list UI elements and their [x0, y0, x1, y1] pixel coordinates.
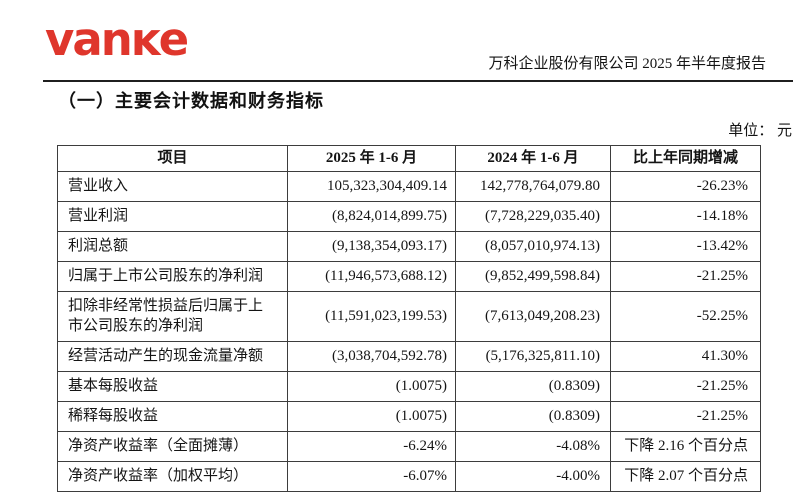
- unit-label: 单位： 元: [728, 123, 792, 139]
- row-value: -21.25%: [610, 261, 761, 292]
- row-value: -26.23%: [610, 171, 761, 202]
- column-header-2024: 2024 年 1-6 月: [455, 145, 611, 172]
- row-label: 归属于上市公司股东的净利润: [57, 261, 288, 292]
- table-row: 归属于上市公司股东的净利润 (11,946,573,688.12) (9,852,4…: [57, 261, 761, 292]
- table-row: 稀释每股收益 (1.0075) (0.8309) -21.25%: [57, 401, 761, 432]
- row-label: 基本每股收益: [57, 371, 288, 402]
- row-value: 41.30%: [610, 341, 761, 372]
- column-header-2025: 2025 年 1-6 月: [287, 145, 456, 172]
- row-value: (3,038,704,592.78): [287, 341, 456, 372]
- section-title: （一）主要会计数据和财务指标: [58, 91, 324, 112]
- row-value: -13.42%: [610, 231, 761, 262]
- row-label: 扣除非经常性损益后归属于上市公司股东的净利润: [57, 291, 288, 342]
- row-value: -4.00%: [455, 461, 611, 492]
- row-label: 净资产收益率（加权平均）: [57, 461, 288, 492]
- row-value: -21.25%: [610, 401, 761, 432]
- row-value: (1.0075): [287, 371, 456, 402]
- row-value: (11,591,023,199.53): [287, 291, 456, 342]
- row-label: 营业利润: [57, 201, 288, 232]
- table-header-row: 项目 2025 年 1-6 月 2024 年 1-6 月 比上年同期增减: [57, 145, 761, 172]
- row-value: -14.18%: [610, 201, 761, 232]
- report-title: 万科企业股份有限公司 2025 年半年度报告: [488, 56, 766, 72]
- row-value: -4.08%: [455, 431, 611, 462]
- row-label: 经营活动产生的现金流量净额: [57, 341, 288, 372]
- table-row: 净资产收益率（加权平均） -6.07% -4.00% 下降 2.07 个百分点: [57, 461, 761, 492]
- row-value: (8,824,014,899.75): [287, 201, 456, 232]
- row-value: (8,057,010,974.13): [455, 231, 611, 262]
- table-row: 营业利润 (8,824,014,899.75) (7,728,229,035.40)…: [57, 201, 761, 232]
- row-label: 营业收入: [57, 171, 288, 202]
- row-value: 下降 2.07 个百分点: [610, 461, 761, 492]
- row-value: -6.24%: [287, 431, 456, 462]
- table-row: 经营活动产生的现金流量净额 (3,038,704,592.78) (5,176,32…: [57, 341, 761, 372]
- row-value: (9,138,354,093.17): [287, 231, 456, 262]
- financial-indicators-table: 项目 2025 年 1-6 月 2024 年 1-6 月 比上年同期增减 营业收…: [57, 145, 761, 492]
- row-value: (5,176,325,811.10): [455, 341, 611, 372]
- row-value: -6.07%: [287, 461, 456, 492]
- table-row: 基本每股收益 (1.0075) (0.8309) -21.25%: [57, 371, 761, 402]
- table-body: 营业收入 105,323,304,409.14 142,778,764,079.80…: [57, 171, 761, 492]
- row-value: -52.25%: [610, 291, 761, 342]
- row-label: 利润总额: [57, 231, 288, 262]
- row-label: 稀释每股收益: [57, 401, 288, 432]
- row-value: (7,728,229,035.40): [455, 201, 611, 232]
- row-value: 142,778,764,079.80: [455, 171, 611, 202]
- table-row: 扣除非经常性损益后归属于上市公司股东的净利润 (11,591,023,199.53…: [57, 291, 761, 342]
- row-value: (0.8309): [455, 401, 611, 432]
- row-value: (0.8309): [455, 371, 611, 402]
- row-label: 净资产收益率（全面摊薄）: [57, 431, 288, 462]
- row-value: -21.25%: [610, 371, 761, 402]
- row-value: (7,613,049,208.23): [455, 291, 611, 342]
- table-row: 营业收入 105,323,304,409.14 142,778,764,079.80…: [57, 171, 761, 202]
- table-row: 利润总额 (9,138,354,093.17) (8,057,010,974.13)…: [57, 231, 761, 262]
- row-value: (11,946,573,688.12): [287, 261, 456, 292]
- row-value: (9,852,499,598.84): [455, 261, 611, 292]
- column-header-yoy-change: 比上年同期增减: [610, 145, 761, 172]
- row-value: 105,323,304,409.14: [287, 171, 456, 202]
- table-row: 净资产收益率（全面摊薄） -6.24% -4.08% 下降 2.16 个百分点: [57, 431, 761, 462]
- row-value: (1.0075): [287, 401, 456, 432]
- row-value: 下降 2.16 个百分点: [610, 431, 761, 462]
- column-header-item: 项目: [57, 145, 288, 172]
- header-divider: [43, 80, 793, 82]
- vanke-logo: vanĸe: [45, 13, 189, 66]
